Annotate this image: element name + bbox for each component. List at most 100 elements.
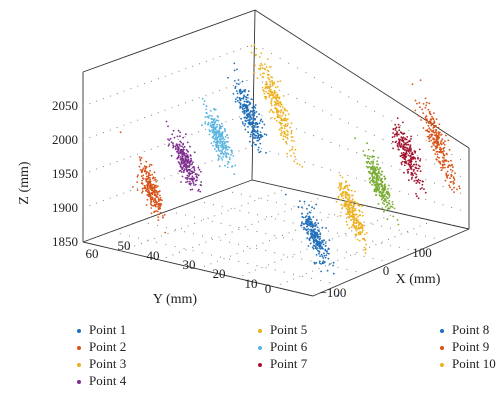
grid-dot xyxy=(373,182,375,184)
grid-dot xyxy=(293,278,295,280)
data-point xyxy=(401,145,404,148)
data-point xyxy=(148,195,151,198)
data-point xyxy=(382,191,385,194)
data-point xyxy=(285,140,287,143)
grid-dot xyxy=(236,252,238,255)
data-point xyxy=(398,148,400,151)
grid-dot xyxy=(210,194,212,196)
data-point xyxy=(409,150,412,153)
grid-dot xyxy=(346,217,348,219)
data-point xyxy=(223,147,225,150)
data-point xyxy=(226,163,229,165)
data-point xyxy=(239,88,242,91)
data-point xyxy=(383,203,386,206)
grid-dot xyxy=(340,211,342,213)
data-point xyxy=(305,220,307,223)
data-point xyxy=(146,198,149,201)
data-point xyxy=(146,171,149,174)
data-point xyxy=(283,118,286,120)
data-point xyxy=(242,108,244,111)
data-point xyxy=(354,222,356,224)
grid-dot xyxy=(279,89,281,91)
data-point xyxy=(377,163,379,166)
data-point xyxy=(445,172,448,175)
data-point xyxy=(292,152,295,155)
data-point xyxy=(395,133,397,136)
grid-dot xyxy=(177,206,179,208)
data-point xyxy=(421,187,423,189)
data-point xyxy=(284,193,287,196)
data-point xyxy=(379,182,382,185)
data-point xyxy=(277,102,279,104)
data-point xyxy=(290,122,293,125)
data-point xyxy=(388,199,391,202)
data-point xyxy=(277,100,280,103)
data-point xyxy=(372,160,374,163)
data-point xyxy=(432,137,435,140)
data-point xyxy=(340,184,343,186)
data-point xyxy=(235,90,238,92)
data-point xyxy=(281,131,283,134)
grid-dot xyxy=(347,122,350,124)
data-point xyxy=(419,106,421,108)
data-point xyxy=(270,90,272,93)
data-point xyxy=(214,131,216,134)
grid-dot xyxy=(185,68,187,70)
grid-dot xyxy=(364,204,366,207)
data-point xyxy=(342,197,345,200)
data-point xyxy=(353,200,356,203)
data-point xyxy=(256,77,259,80)
data-point xyxy=(203,100,206,102)
grid-dot xyxy=(295,128,297,130)
grid-dot xyxy=(240,193,242,195)
grid-dot xyxy=(220,212,222,214)
data-point xyxy=(311,246,314,249)
grid-dot xyxy=(175,212,177,214)
grid-dot xyxy=(425,179,427,181)
grid-dot xyxy=(265,250,267,252)
data-point xyxy=(365,248,367,251)
grid-dot xyxy=(230,208,232,210)
data-point xyxy=(394,129,397,132)
data-point xyxy=(290,132,293,135)
data-point xyxy=(432,117,434,120)
data-point xyxy=(167,144,170,147)
data-point xyxy=(138,165,141,168)
grid-dot xyxy=(239,82,241,84)
data-point xyxy=(340,195,343,198)
data-point xyxy=(261,64,263,67)
data-point xyxy=(147,189,150,192)
data-point xyxy=(286,129,288,132)
grid-dot xyxy=(387,238,390,240)
grid-dot xyxy=(346,268,348,271)
data-point xyxy=(219,144,222,147)
data-point xyxy=(182,143,185,146)
grid-dot xyxy=(212,92,214,94)
grid-dot xyxy=(89,170,91,173)
grid-dot xyxy=(382,115,384,117)
data-point xyxy=(262,76,265,79)
data-point xyxy=(373,177,376,180)
data-point xyxy=(119,131,122,134)
data-point xyxy=(448,184,451,187)
data-point xyxy=(185,167,188,170)
data-point xyxy=(226,152,228,155)
data-point xyxy=(256,130,259,133)
data-point xyxy=(225,149,227,151)
data-point xyxy=(221,141,224,144)
data-point xyxy=(261,67,264,70)
data-point xyxy=(210,117,213,120)
grid-dot xyxy=(287,256,289,258)
grid-dot xyxy=(260,181,262,183)
data-point xyxy=(393,207,396,210)
data-point xyxy=(453,182,455,185)
data-point xyxy=(307,230,310,233)
data-point xyxy=(443,159,445,162)
data-point xyxy=(383,184,386,187)
grid-dot xyxy=(201,235,204,237)
grid-dot xyxy=(256,265,258,267)
data-point xyxy=(345,180,347,183)
grid-dot xyxy=(256,247,258,250)
data-point xyxy=(339,187,342,190)
data-point xyxy=(373,168,376,171)
